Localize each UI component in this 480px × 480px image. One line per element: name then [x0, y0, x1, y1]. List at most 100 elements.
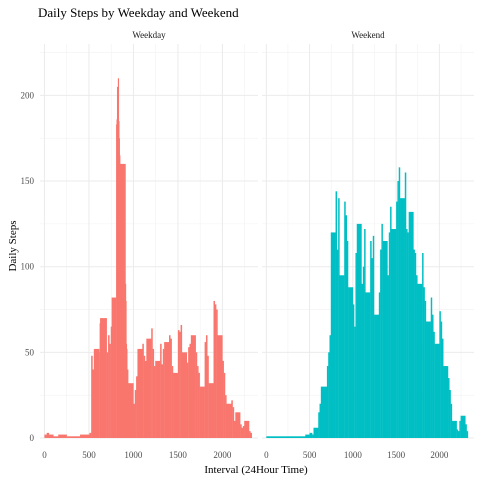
- x-tick-label: 0: [264, 450, 269, 460]
- x-tick-label: 500: [82, 450, 96, 460]
- weekday-bar: [80, 434, 90, 438]
- strip-label-weekday: Weekday: [132, 30, 166, 40]
- weekend-bar: [417, 283, 423, 438]
- weekend-bar: [382, 241, 388, 438]
- weekend-bar: [404, 172, 407, 439]
- y-tick-label: 50: [25, 347, 35, 357]
- weekend-bar: [371, 258, 373, 438]
- x-tick-label: 0: [42, 450, 47, 460]
- strip-label-weekend: Weekend: [351, 30, 385, 40]
- weekend-bar: [336, 249, 339, 438]
- weekday-bar: [133, 403, 135, 438]
- weekend-bar: [346, 241, 349, 438]
- weekend-bar: [320, 386, 328, 438]
- weekend-bar: [312, 434, 314, 438]
- weekend-bar: [292, 436, 302, 438]
- weekend-bar: [391, 229, 397, 438]
- weekday-bar: [204, 342, 207, 438]
- weekday-bar: [66, 436, 73, 438]
- x-tick-label: 1000: [344, 450, 363, 460]
- weekday-bar: [190, 335, 196, 438]
- weekday-bar: [173, 372, 179, 438]
- weekend-bar: [459, 420, 461, 438]
- weekday-bar: [195, 352, 198, 438]
- weekday-bar: [225, 395, 227, 438]
- weekend-bar: [465, 424, 467, 438]
- weekday-bar: [108, 335, 110, 438]
- weekend-bar: [318, 412, 320, 438]
- weekend-bar: [361, 283, 364, 438]
- weekday-bar: [89, 432, 92, 438]
- weekend-bar: [456, 429, 459, 438]
- weekday-bar: [170, 338, 172, 438]
- weekday-bar: [207, 355, 209, 438]
- x-tick-label: 1500: [387, 450, 406, 460]
- weekend-bar: [329, 335, 331, 438]
- weekend-bar: [398, 167, 401, 438]
- weekday-bar: [241, 427, 244, 438]
- weekend-bar: [356, 223, 362, 438]
- weekend-bar: [390, 206, 392, 438]
- y-tick-label: 100: [21, 262, 35, 272]
- weekday-bar: [199, 386, 205, 438]
- weekend-bar: [449, 390, 451, 438]
- weekend-bar: [365, 292, 371, 438]
- weekend-bar: [430, 297, 433, 438]
- weekday-bar: [142, 343, 144, 438]
- weekend-bar: [305, 434, 310, 438]
- weekend-bar: [451, 420, 457, 438]
- weekend-bar: [372, 235, 375, 438]
- weekday-bar: [161, 364, 163, 438]
- weekend-bar: [319, 403, 322, 438]
- weekend-bar: [266, 436, 271, 438]
- weekday-bar: [155, 360, 161, 438]
- weekend-bar: [441, 338, 444, 438]
- weekend-bar: [339, 275, 345, 438]
- weekday-bar: [216, 309, 218, 438]
- weekday-bar: [46, 432, 50, 438]
- weekday-bar: [164, 342, 170, 438]
- weekday-bar: [222, 360, 224, 438]
- weekend-bar: [422, 252, 424, 438]
- chart-title: Daily Steps by Weekday and Weekend: [38, 5, 239, 20]
- weekday-bar: [214, 304, 217, 438]
- weekday-bar: [91, 355, 93, 438]
- weekday-bar: [93, 348, 100, 438]
- panel-weekday-bars: [44, 78, 252, 439]
- weekend-bar: [374, 314, 380, 438]
- weekday-bar: [217, 335, 223, 438]
- weekend-bar: [457, 431, 460, 438]
- weekday-bar: [189, 343, 192, 438]
- weekend-bar: [326, 366, 329, 438]
- weekday-bar: [249, 431, 251, 438]
- weekday-bar: [180, 324, 183, 438]
- weekend-bar: [344, 201, 346, 438]
- weekday-bar: [48, 434, 54, 438]
- weekend-bar: [448, 378, 450, 438]
- weekday-bar: [151, 328, 153, 438]
- weekend-bar: [354, 326, 356, 438]
- weekday-bar: [145, 360, 147, 438]
- y-axis-ticks: 0 50 100 150 200: [21, 90, 35, 443]
- y-tick-label: 200: [21, 90, 35, 100]
- weekday-bar: [240, 424, 242, 438]
- weekend-bar: [443, 366, 449, 438]
- weekend-bar: [328, 352, 330, 438]
- weekend-bar: [434, 343, 440, 438]
- weekday-bar: [136, 376, 138, 438]
- weekday-bar: [106, 352, 109, 438]
- weekday-bar: [226, 403, 232, 438]
- weekday-bar: [128, 383, 134, 438]
- weekday-bar: [100, 318, 107, 438]
- weekday-bar: [231, 400, 233, 438]
- x-tick-label: 500: [303, 450, 317, 460]
- weekday-bar: [223, 372, 226, 438]
- weekday-bar: [213, 300, 216, 438]
- panel-weekday-x-ticks: 0 500 1000 1500 2000: [42, 450, 232, 460]
- weekend-bar: [352, 304, 355, 438]
- weekday-bar: [250, 432, 252, 438]
- weekend-bar: [460, 415, 466, 438]
- weekday-bar: [152, 348, 155, 438]
- weekend-bar: [397, 181, 399, 439]
